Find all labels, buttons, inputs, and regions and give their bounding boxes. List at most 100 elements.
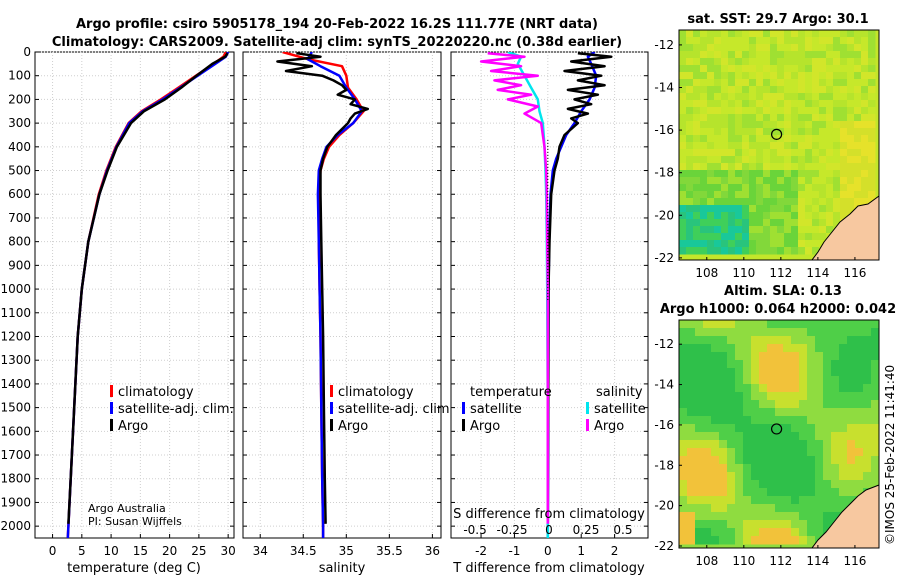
map-cell [863, 408, 872, 417]
map-cell [679, 360, 688, 369]
map-cell [791, 44, 799, 52]
map-cell [679, 177, 687, 185]
map-cell [695, 472, 704, 481]
map-cell [815, 344, 824, 353]
legend-swatch-temperature-satellite [462, 402, 465, 414]
map-cell [756, 37, 764, 45]
map-cell [847, 114, 855, 122]
secondary-x-tick-label: 0 [545, 523, 553, 537]
map-cell [714, 135, 722, 143]
map-cell [695, 376, 704, 385]
map-cell [728, 247, 736, 255]
map-cell [735, 320, 744, 329]
map-cell [707, 184, 715, 192]
map-cell [798, 79, 806, 87]
map-cell [791, 376, 800, 385]
map-cell [812, 184, 820, 192]
map-cell [770, 184, 778, 192]
map-cell [847, 344, 856, 353]
map-cell [679, 488, 688, 497]
map-cell [805, 86, 813, 94]
map-cell [775, 328, 784, 337]
map-cell [798, 156, 806, 164]
map-cell [743, 536, 752, 545]
map-cell [815, 352, 824, 361]
map-cell [839, 336, 848, 345]
map-cell [687, 472, 696, 481]
map-cell [743, 328, 752, 337]
map-cell [735, 198, 743, 206]
map-cell [700, 198, 708, 206]
map-cell [799, 488, 808, 497]
map-cell [823, 384, 832, 393]
map-cell [679, 496, 688, 505]
map-cell [735, 114, 743, 122]
map-cell [763, 156, 771, 164]
map-cell [854, 79, 862, 87]
map-cell [707, 149, 715, 157]
map-cell [735, 440, 744, 449]
map-cell [751, 472, 760, 481]
map-cell [721, 184, 729, 192]
map-cell [767, 368, 776, 377]
depth-tick-label: 1400 [0, 377, 31, 391]
map-cell [847, 72, 855, 80]
map-cell [863, 320, 872, 329]
map-cell [791, 121, 799, 129]
map-cell [798, 93, 806, 101]
map-cell [777, 79, 785, 87]
map-cell [819, 37, 827, 45]
map-cell [826, 226, 834, 234]
map-cell [714, 86, 722, 94]
secondary-x-tick-label: -0.25 [496, 523, 527, 537]
map-cell [847, 496, 856, 505]
map-cell [679, 170, 687, 178]
map-cell [751, 496, 760, 505]
map-cell [703, 440, 712, 449]
map-cell [775, 512, 784, 521]
map-cell [756, 177, 764, 185]
map-cell [826, 58, 834, 66]
map-cell [727, 480, 736, 489]
map-cell [743, 336, 752, 345]
sst-map-frame [678, 29, 880, 261]
map-cell [700, 149, 708, 157]
map-cell [735, 212, 743, 220]
map-cell [711, 344, 720, 353]
legend-swatch-climatology [110, 385, 113, 397]
map-cell [714, 198, 722, 206]
map-cell [727, 528, 736, 537]
map-cell [854, 142, 862, 150]
map-x-tick-label: 112 [769, 554, 792, 568]
map-cell [775, 368, 784, 377]
map-cell [728, 149, 736, 157]
map-cell [743, 384, 752, 393]
map-cell [707, 240, 715, 248]
map-cell [812, 114, 820, 122]
map-cell [871, 384, 880, 393]
map-cell [812, 44, 820, 52]
map-cell [767, 488, 776, 497]
map-cell [847, 328, 856, 337]
map-cell [854, 37, 862, 45]
map-cell [783, 392, 792, 401]
map-cell [756, 240, 764, 248]
map-cell [721, 58, 729, 66]
map-cell [687, 488, 696, 497]
map-cell [831, 496, 840, 505]
map-cell [791, 247, 799, 255]
map-cell [855, 336, 864, 345]
map-cell [767, 520, 776, 529]
map-cell [721, 212, 729, 220]
salinity-grid [243, 51, 441, 538]
map-x-tick-label: 112 [769, 266, 792, 280]
map-cell [695, 496, 704, 505]
map-cell [799, 400, 808, 409]
map-cell [751, 464, 760, 473]
map-cell [819, 212, 827, 220]
map-cell [823, 448, 832, 457]
map-cell [749, 156, 757, 164]
map-cell [749, 93, 757, 101]
map-cell [791, 400, 800, 409]
map-cell [679, 37, 687, 45]
